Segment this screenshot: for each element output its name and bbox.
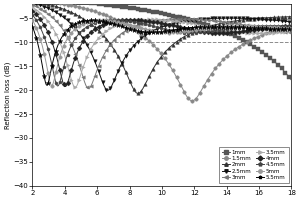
Legend: 1mm, 1.5mm, 2mm, 2.5mm, 3mm, 3.5mm, 4mm, 4.5mm, 5mm, 5.5mm: 1mm, 1.5mm, 2mm, 2.5mm, 3mm, 3.5mm, 4mm,… (219, 147, 289, 183)
Y-axis label: Reflection loss (dB): Reflection loss (dB) (4, 61, 11, 129)
